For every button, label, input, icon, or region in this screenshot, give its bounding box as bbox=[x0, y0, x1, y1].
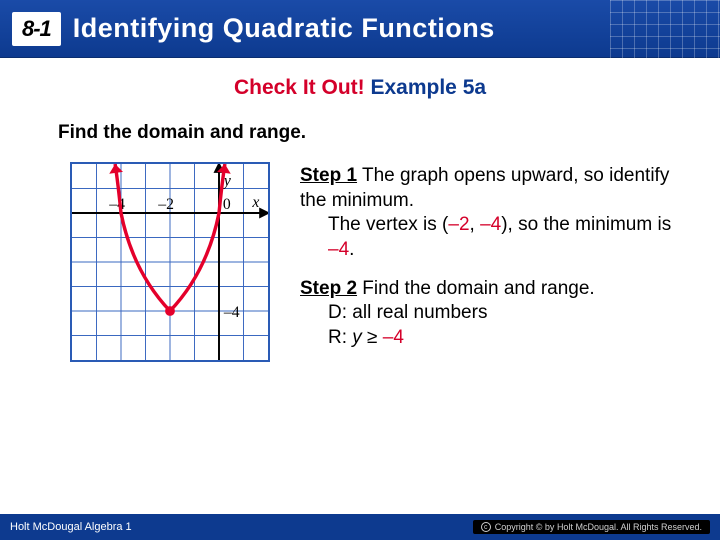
ytick-neg4: –4 bbox=[223, 304, 240, 321]
step1-label: Step 1 bbox=[300, 165, 357, 186]
vertex-marker bbox=[165, 306, 175, 316]
main-row: –4 –2 0 –4 y x Step 1 The graph opens up… bbox=[70, 162, 690, 365]
step1-detail: The vertex is (–2, –4), so the minimum i… bbox=[328, 213, 680, 262]
step2-text-a: Find the domain and range. bbox=[357, 278, 595, 299]
slide-header: 8-1 Identifying Quadratic Functions bbox=[0, 0, 720, 58]
step2-domain: D: all real numbers bbox=[328, 301, 680, 326]
lesson-title: Identifying Quadratic Functions bbox=[73, 13, 495, 44]
footer-right-text: Copyright © by Holt McDougal. All Rights… bbox=[495, 522, 702, 532]
footer-copyright: c Copyright © by Holt McDougal. All Righ… bbox=[473, 520, 710, 534]
r-op: ≥ bbox=[362, 327, 383, 348]
r-label: R: bbox=[328, 327, 352, 348]
step1-vx: –2 bbox=[448, 214, 469, 235]
step1-period: . bbox=[349, 239, 354, 260]
step-2: Step 2 Find the domain and range. D: all… bbox=[300, 277, 680, 351]
xtick-0: 0 bbox=[223, 196, 231, 213]
step2-range: R: y ≥ –4 bbox=[328, 326, 680, 351]
subtitle-red: Check It Out! bbox=[234, 76, 365, 99]
step1-pre: The vertex is ( bbox=[328, 214, 448, 235]
header-grid-decor bbox=[610, 0, 720, 58]
prompt-text: Find the domain and range. bbox=[58, 122, 690, 144]
r-val: –4 bbox=[383, 327, 404, 348]
footer-left: Holt McDougal Algebra 1 bbox=[10, 521, 132, 533]
d-value: all real numbers bbox=[352, 302, 487, 323]
x-axis-label: x bbox=[251, 194, 259, 211]
slide-footer: Holt McDougal Algebra 1 c Copyright © by… bbox=[0, 514, 720, 540]
steps-block: Step 1 The graph opens upward, so identi… bbox=[300, 164, 680, 365]
parabola-graph: –4 –2 0 –4 y x bbox=[72, 164, 268, 360]
r-var: y bbox=[352, 327, 362, 348]
step1-min: –4 bbox=[328, 239, 349, 260]
step-1: Step 1 The graph opens upward, so identi… bbox=[300, 164, 680, 263]
step1-post: ), so the minimum is bbox=[501, 214, 671, 235]
d-label: D: bbox=[328, 302, 352, 323]
xtick-neg4: –4 bbox=[108, 196, 125, 213]
xtick-neg2: –2 bbox=[157, 196, 174, 213]
step2-label: Step 2 bbox=[300, 278, 357, 299]
copyright-icon: c bbox=[481, 522, 491, 532]
slide-content: Check It Out! Example 5a Find the domain… bbox=[0, 58, 720, 375]
subtitle: Check It Out! Example 5a bbox=[30, 76, 690, 100]
grid-lines bbox=[72, 164, 268, 360]
subtitle-blue: Example 5a bbox=[365, 76, 486, 99]
step1-vy: –4 bbox=[480, 214, 501, 235]
graph-container: –4 –2 0 –4 y x bbox=[70, 162, 270, 362]
step1-mid: , bbox=[470, 214, 481, 235]
lesson-badge: 8-1 bbox=[12, 12, 61, 46]
